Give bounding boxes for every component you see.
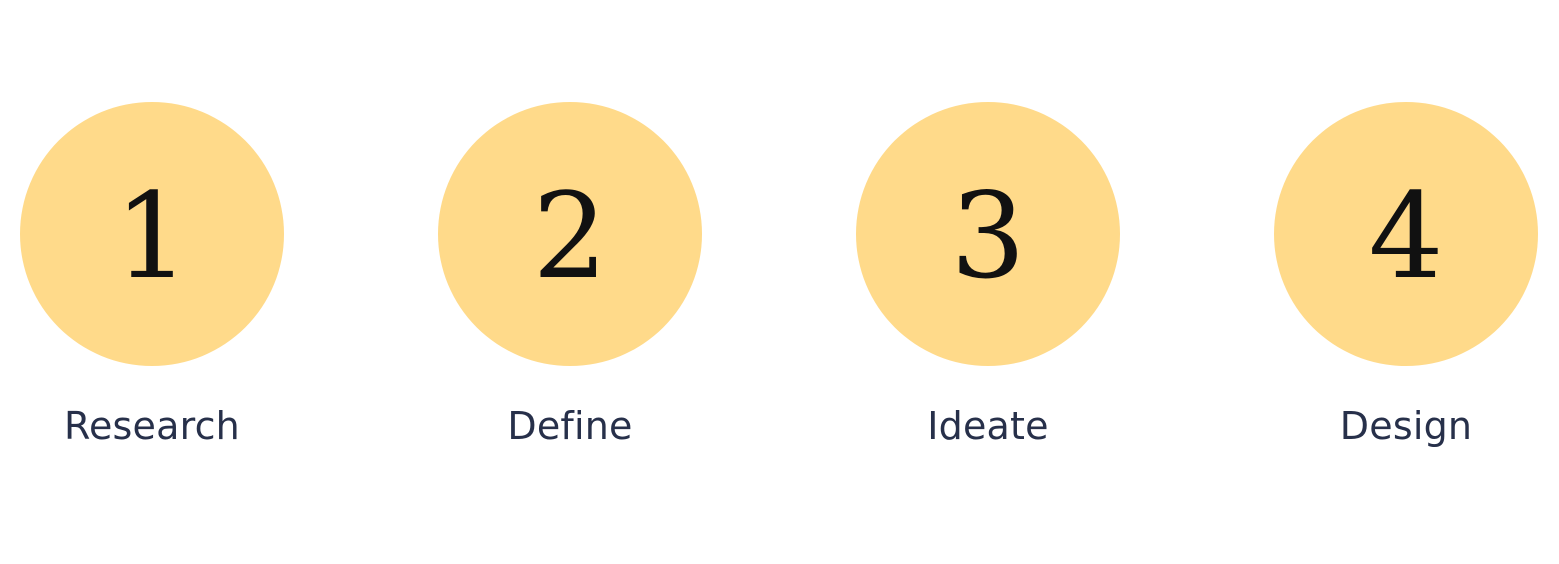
step-label: Define bbox=[507, 404, 633, 448]
step-define: 2 Define bbox=[438, 102, 702, 448]
step-label: Design bbox=[1339, 404, 1473, 448]
step-circle-1: 1 bbox=[20, 102, 284, 366]
step-number: 3 bbox=[950, 167, 1026, 305]
step-research: 1 Research bbox=[20, 102, 284, 448]
step-label: Research bbox=[64, 404, 240, 448]
step-design: 4 Design bbox=[1274, 102, 1538, 448]
step-label: Ideate bbox=[927, 404, 1049, 448]
step-circle-2: 2 bbox=[438, 102, 702, 366]
step-number: 2 bbox=[532, 167, 608, 305]
step-number: 1 bbox=[114, 167, 190, 305]
step-number: 4 bbox=[1368, 167, 1444, 305]
step-ideate: 3 Ideate bbox=[856, 102, 1120, 448]
step-circle-4: 4 bbox=[1274, 102, 1538, 366]
step-circle-3: 3 bbox=[856, 102, 1120, 366]
